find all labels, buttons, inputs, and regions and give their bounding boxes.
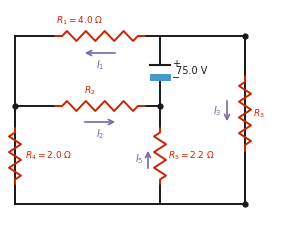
Text: +: + [172,59,180,69]
Text: $R_2$: $R_2$ [84,84,96,97]
Text: 75.0 V: 75.0 V [176,66,208,76]
Text: $R_1 = 4.0\ \Omega$: $R_1 = 4.0\ \Omega$ [56,14,104,27]
Text: $I_1$: $I_1$ [96,58,104,72]
Text: $I_3$: $I_3$ [213,104,222,118]
Text: $R_3$: $R_3$ [253,107,265,120]
Text: $I_5$: $I_5$ [135,152,144,166]
Text: $I_2$: $I_2$ [96,127,104,141]
Text: −: − [172,73,180,83]
Text: $R_5 = 2.2\ \Omega$: $R_5 = 2.2\ \Omega$ [168,150,215,162]
Text: $R_4 = 2.0\ \Omega$: $R_4 = 2.0\ \Omega$ [25,150,72,162]
